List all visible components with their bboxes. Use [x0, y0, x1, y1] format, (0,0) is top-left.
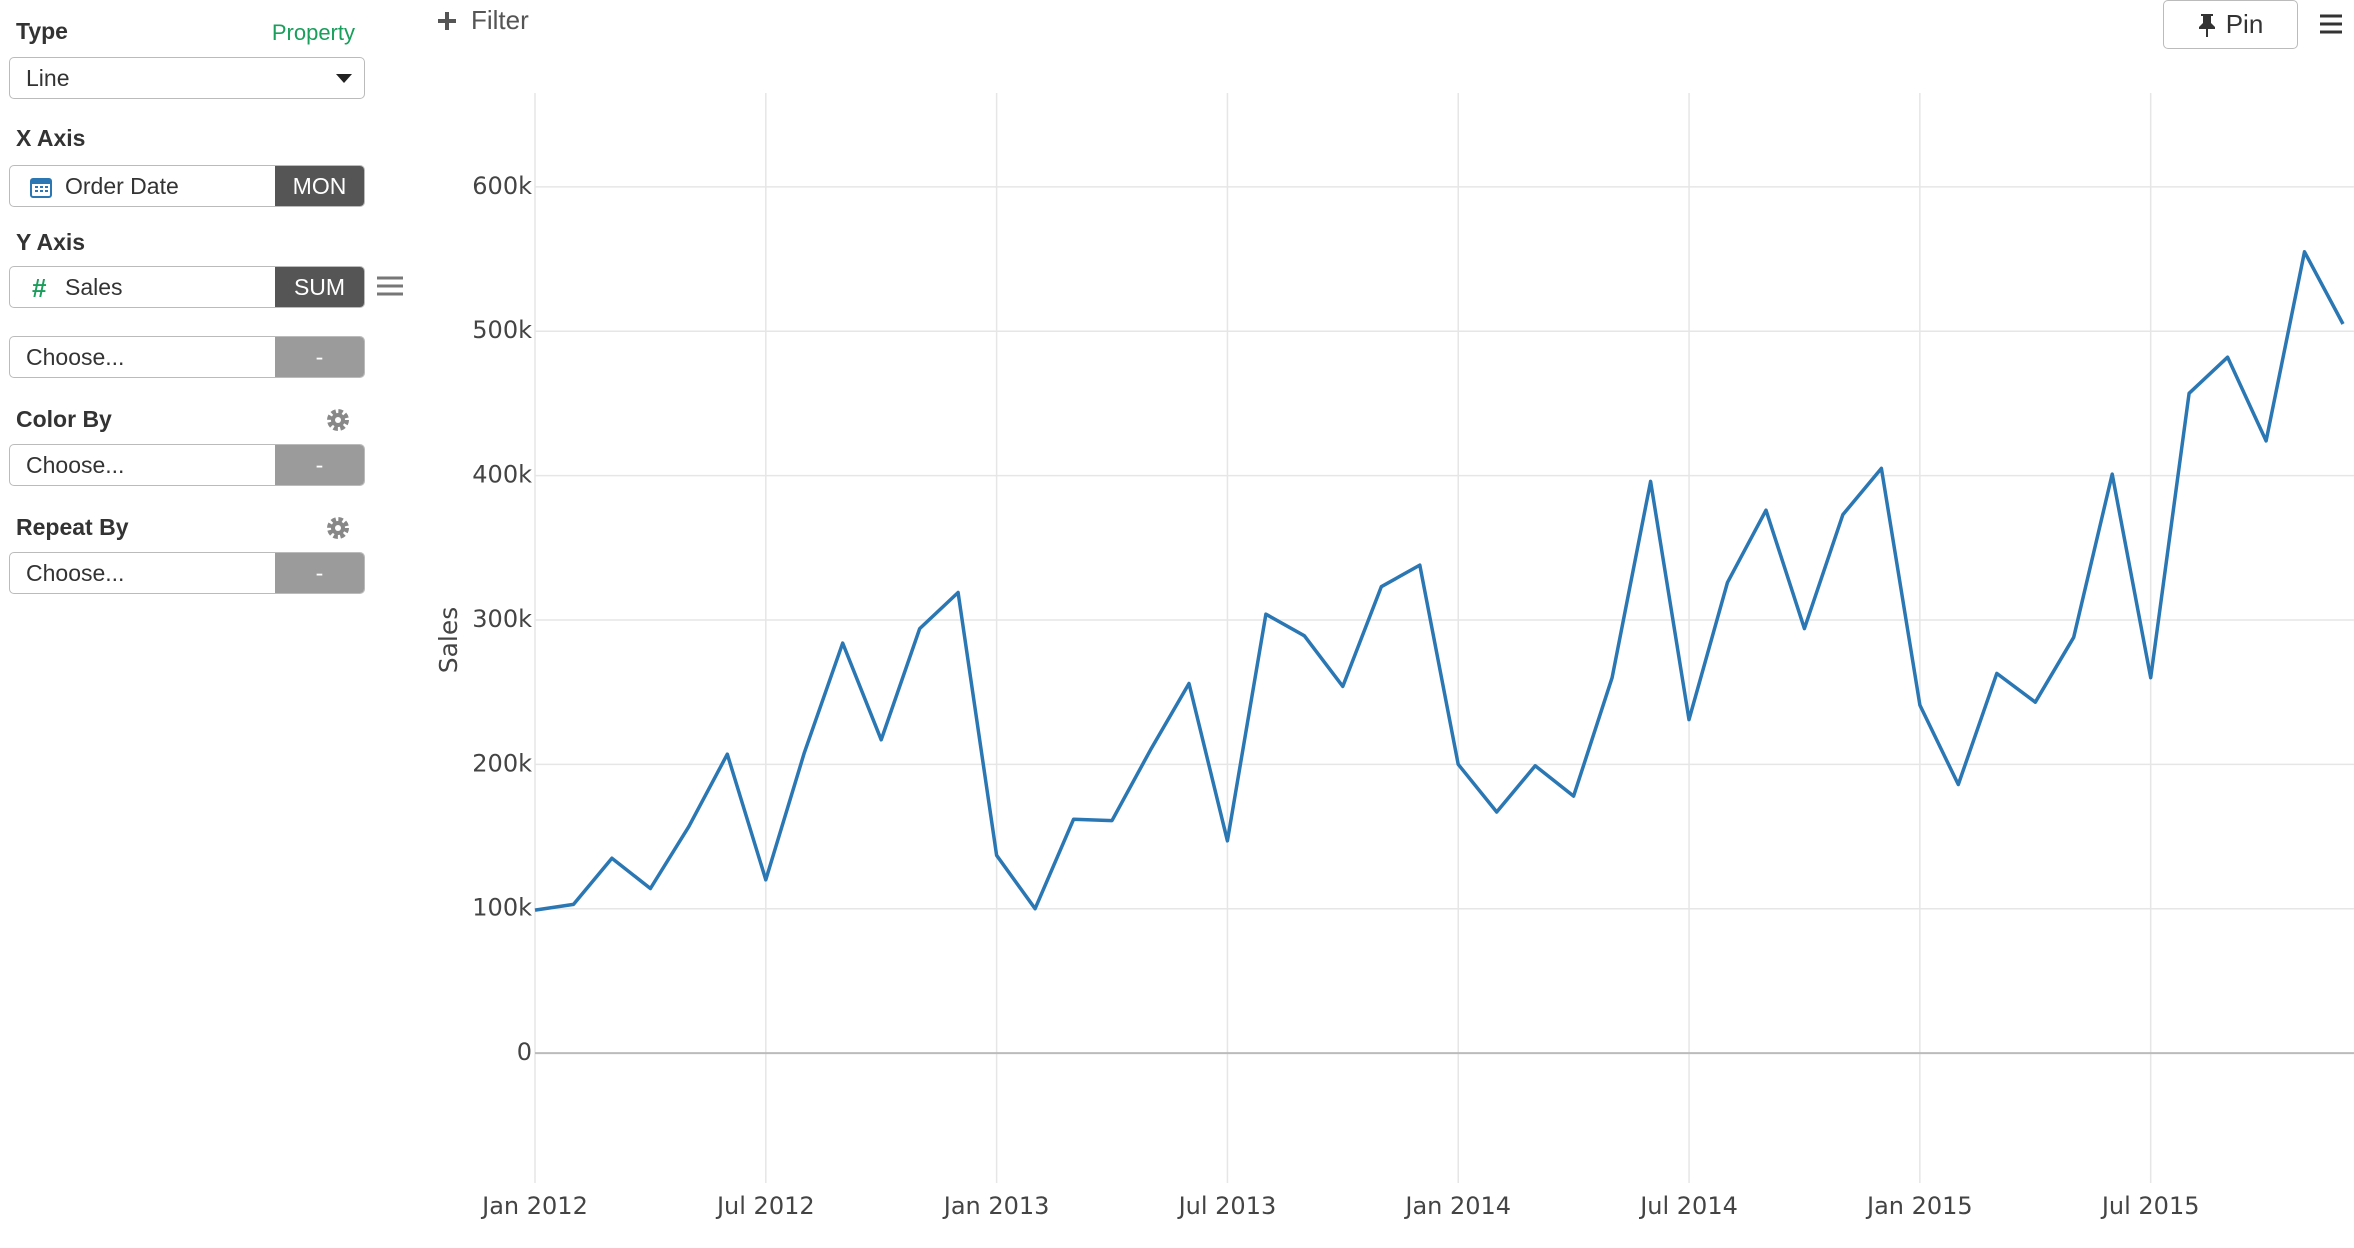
y-tick-label: 400k — [472, 461, 532, 489]
filter-button[interactable]: Filter — [437, 5, 529, 36]
y-field-name: Sales — [65, 273, 123, 300]
color-field[interactable]: Choose... - — [9, 444, 365, 486]
x-tick-label: Jul 2012 — [715, 1192, 815, 1220]
x-tick-label: Jul 2013 — [1177, 1192, 1277, 1220]
x-field-name: Order Date — [65, 172, 179, 199]
x-tick-label: Jan 2015 — [1865, 1192, 1973, 1220]
y2-placeholder: Choose... — [26, 343, 125, 370]
y-axis-title: Sales — [434, 607, 463, 674]
type-select[interactable]: Line — [9, 57, 365, 99]
y-menu-icon[interactable] — [377, 276, 403, 296]
property-link[interactable]: Property — [271, 20, 355, 45]
type-value: Line — [26, 64, 70, 91]
x-field[interactable]: Order Date MON — [9, 165, 365, 207]
x-tick-label: Jul 2015 — [2100, 1192, 2200, 1220]
number-icon: # — [32, 273, 47, 303]
x-axis-label: X Axis — [16, 125, 86, 151]
y-tick-label: 0 — [517, 1038, 532, 1066]
y-tick-label: 200k — [472, 749, 532, 777]
repeat-placeholder: Choose... — [26, 559, 125, 586]
y-tick-label: 100k — [472, 894, 532, 922]
repeat-gear[interactable] — [325, 515, 351, 541]
color-agg[interactable]: - — [275, 445, 364, 485]
repeat-agg[interactable]: - — [275, 553, 364, 593]
y-tick-label: 500k — [472, 316, 532, 344]
y-agg[interactable]: SUM — [275, 267, 364, 307]
plus-icon — [438, 11, 456, 30]
x-tick-label: Jul 2014 — [1638, 1192, 1738, 1220]
color-gear[interactable] — [325, 407, 351, 433]
calendar-icon — [30, 178, 52, 198]
color-placeholder: Choose... — [26, 451, 125, 478]
filter-text: Filter — [471, 5, 529, 35]
type-label: Type — [16, 18, 68, 44]
pin-icon — [2198, 13, 2215, 37]
color-by-label: Color By — [16, 406, 112, 432]
y-field[interactable]: # Sales SUM — [9, 266, 365, 308]
dropdown-arrow — [336, 74, 352, 83]
y2-agg[interactable]: - — [275, 337, 364, 377]
repeat-field[interactable]: Choose... - — [9, 552, 365, 594]
menu-icon[interactable] — [2320, 14, 2342, 34]
x-tick-label: Jan 2012 — [480, 1192, 588, 1220]
x-agg[interactable]: MON — [275, 166, 364, 206]
y-tick-label: 300k — [472, 605, 532, 633]
pin-text: Pin — [2225, 9, 2264, 39]
y-axis-label: Y Axis — [16, 229, 86, 255]
y2-field[interactable]: Choose... - — [9, 336, 365, 378]
sales-line — [534, 250, 2345, 912]
y-tick-label: 600k — [472, 172, 532, 200]
pin-button[interactable]: Pin — [2163, 0, 2298, 49]
repeat-by-label: Repeat By — [16, 514, 129, 540]
x-tick-label: Jan 2014 — [1403, 1192, 1511, 1220]
x-tick-label: Jan 2013 — [942, 1192, 1050, 1220]
